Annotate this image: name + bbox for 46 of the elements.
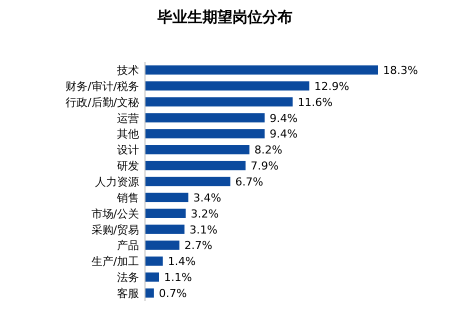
data-label: 9.4% [270, 112, 298, 125]
y-tick-label: 市场/公关 [91, 207, 139, 220]
data-label: 0.7% [158, 287, 187, 300]
bar [145, 208, 186, 218]
data-label: 1.4% [168, 255, 196, 268]
data-label: 1.1% [164, 271, 192, 284]
data-label: 3.1% [189, 223, 218, 236]
data-label: 6.7% [235, 176, 264, 188]
data-label: 18.3% [383, 64, 418, 77]
bar [145, 240, 180, 250]
data-label: 2.7% [184, 239, 212, 252]
data-label: 8.2% [254, 144, 282, 157]
y-tick-label: 其他 [117, 128, 139, 141]
y-tick-label: 法务 [117, 271, 139, 284]
y-tick-label: 运营 [117, 112, 139, 125]
bar [145, 113, 265, 122]
y-tick-label: 客服 [117, 287, 139, 300]
bar [145, 288, 154, 298]
y-tick-label: 生产/加工 [91, 255, 139, 268]
y-tick-label: 人力资源 [95, 176, 139, 188]
data-label: 3.2% [190, 207, 219, 220]
bar [145, 81, 310, 91]
data-label: 12.9% [314, 80, 350, 93]
y-tick-label: 行政/后勤/文秘 [66, 96, 139, 109]
bar [145, 160, 246, 170]
bar [145, 272, 160, 282]
chart-title: 毕业生期望岗位分布 [156, 8, 292, 26]
bar [145, 176, 230, 186]
bar [145, 224, 184, 234]
bar [145, 65, 378, 75]
data-label: 7.9% [250, 160, 279, 173]
bar [145, 192, 188, 202]
bar [145, 129, 265, 138]
data-label: 3.4% [193, 191, 222, 204]
y-tick-label: 产品 [117, 239, 139, 252]
bar [145, 145, 250, 154]
y-tick-label: 采购/贸易 [91, 223, 139, 236]
bar [145, 97, 293, 106]
y-tick-label: 财务/审计/税务 [66, 80, 139, 93]
y-tick-label: 技术 [116, 64, 139, 77]
bar [145, 256, 163, 266]
data-label: 9.4% [270, 128, 298, 141]
y-tick-label: 研发 [117, 160, 139, 173]
y-tick-label: 销售 [116, 191, 139, 204]
data-label: 11.6% [298, 96, 333, 109]
y-tick-label: 设计 [117, 144, 139, 157]
